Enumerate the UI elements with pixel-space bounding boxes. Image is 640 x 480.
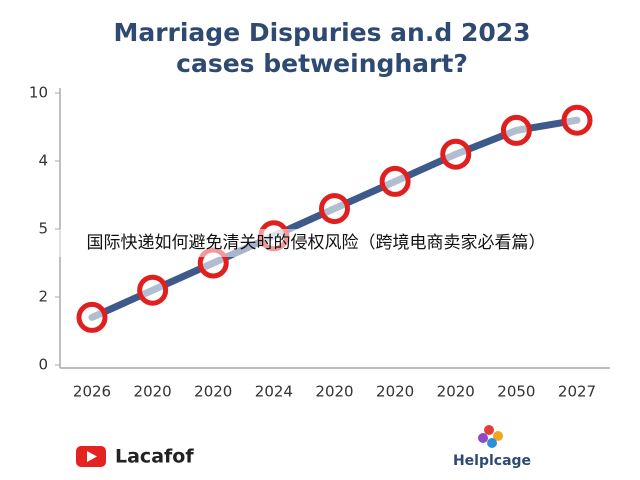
x-tick-label: 2020 <box>437 383 475 401</box>
right-logo <box>478 425 503 448</box>
x-tick-label: 2050 <box>497 383 535 401</box>
y-tick-label: 2 <box>38 288 48 306</box>
x-tick-label: 2020 <box>376 383 414 401</box>
chart-title: Marriage Dispuries an.d 2023 <box>113 18 530 47</box>
chart-title: cases betweinghart? <box>176 49 468 78</box>
x-tick-label: 2020 <box>315 383 353 401</box>
plot-area <box>76 104 593 333</box>
y-tick-label: 4 <box>38 152 48 170</box>
logo-dot <box>478 433 488 443</box>
logo-dot <box>487 438 497 448</box>
x-tick-label: 2020 <box>194 383 232 401</box>
overlay-band <box>0 229 640 257</box>
x-tick-label: 2027 <box>558 383 596 401</box>
video-icon-play <box>87 451 97 462</box>
right-brand: Helplcage <box>453 453 531 469</box>
marker <box>500 114 532 146</box>
y-tick-label: 5 <box>38 220 48 238</box>
marker <box>137 274 169 306</box>
marker <box>561 104 593 136</box>
marker <box>440 138 472 170</box>
left-brand: Lacafof <box>115 446 194 468</box>
marker <box>379 165 411 197</box>
marker <box>319 193 350 225</box>
y-tick-label: 0 <box>38 356 48 374</box>
x-tick-label: 2024 <box>255 383 293 401</box>
logo-dot <box>484 425 494 435</box>
overlay-text: 国际快递如何避免清关时的侵权风险（跨境电商卖家必看篇） <box>87 233 546 253</box>
y-tick-label: 10 <box>29 84 48 102</box>
x-tick-label: 2020 <box>134 383 172 401</box>
marker <box>76 301 108 333</box>
logo-dot <box>493 431 503 441</box>
x-tick-label: 2026 <box>73 383 111 401</box>
